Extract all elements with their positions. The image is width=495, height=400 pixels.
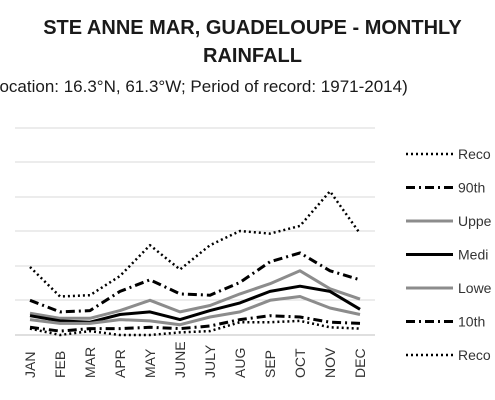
x-tick-label-sep: SEP bbox=[262, 350, 278, 378]
legend-label-3: Medi bbox=[458, 247, 488, 263]
series-line-5 bbox=[29, 314, 361, 333]
x-tick-label-july: JULY bbox=[202, 344, 218, 378]
series-line-4 bbox=[29, 295, 361, 327]
legend-label-1: 90th bbox=[458, 180, 485, 196]
x-tick-label-jan: JAN bbox=[22, 352, 38, 378]
x-tick-label-dec: DEC bbox=[352, 348, 368, 378]
series-line-2 bbox=[29, 269, 361, 320]
legend-label-4: Lowe bbox=[458, 280, 492, 296]
x-tick-label-mar: MAR bbox=[82, 347, 98, 378]
legend-label-5: 10th bbox=[458, 314, 485, 330]
legend: Reco 90th Uppe Medi Lowe 10th Reco bbox=[406, 146, 492, 363]
x-tick-label-nov: NOV bbox=[322, 347, 338, 378]
series-line-0 bbox=[29, 190, 362, 298]
legend-label-2: Uppe bbox=[458, 213, 492, 229]
x-tick-label-aug: AUG bbox=[232, 348, 248, 378]
gridlines bbox=[15, 127, 375, 301]
series-line-1 bbox=[29, 251, 361, 314]
chart-title: STE ANNE MAR, GUADELOUPE - MONTHLY RAINF… bbox=[43, 17, 462, 67]
series-line-6 bbox=[29, 319, 361, 337]
x-tick-label-oct: OCT bbox=[292, 348, 308, 378]
x-tick-label-may: MAY bbox=[142, 348, 158, 378]
chart-subtitle: Location: 16.3°N, 61.3°W; Period of reco… bbox=[0, 77, 408, 96]
legend-label-6: Reco bbox=[458, 347, 491, 363]
x-tick-label-june: JUNE bbox=[172, 341, 188, 378]
series-lines bbox=[29, 190, 362, 337]
x-tick-labels: JAN FEB MAR APR MAY JUNE JULY AUG SEP OCT NOV DEC bbox=[22, 341, 368, 378]
x-tick-label-feb: FEB bbox=[52, 351, 68, 378]
legend-label-0: Reco bbox=[458, 146, 491, 162]
x-tick-label-apr: APR bbox=[112, 349, 128, 378]
